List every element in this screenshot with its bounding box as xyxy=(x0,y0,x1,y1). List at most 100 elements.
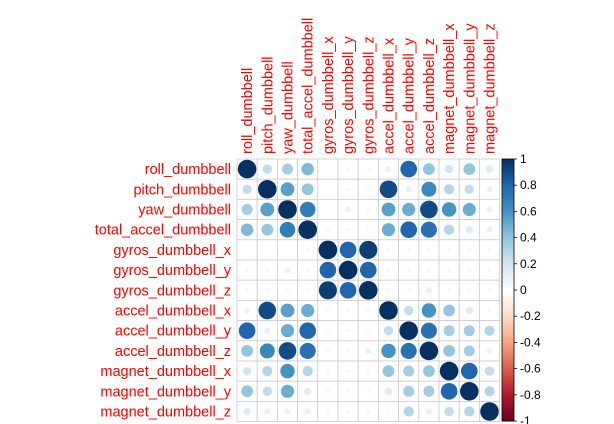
colorbar-segment xyxy=(502,163,514,166)
correlation-circle xyxy=(366,409,371,414)
colorbar-segment xyxy=(502,346,514,350)
colorbar-segment xyxy=(502,244,514,247)
correlation-circle xyxy=(487,288,492,293)
correlation-circle xyxy=(406,247,411,252)
correlation-circle xyxy=(386,288,391,293)
correlation-circle xyxy=(245,268,250,273)
correlation-circle xyxy=(366,227,371,232)
correlation-circle xyxy=(426,247,431,252)
colorbar-segment xyxy=(502,300,514,304)
correlation-circle xyxy=(381,223,396,237)
colorbar-tick-label: -0.4 xyxy=(520,335,541,349)
correlation-circle xyxy=(258,180,277,199)
colorbar-segment xyxy=(502,287,514,291)
colorbar-segment xyxy=(502,338,514,341)
colorbar-segment xyxy=(502,272,514,276)
colorbar-segment xyxy=(502,265,514,269)
correlation-circle xyxy=(403,385,415,397)
colorbar-segment xyxy=(502,167,514,171)
colorbar-segment xyxy=(502,318,514,321)
colorbar-segment xyxy=(502,259,514,263)
colorbar-segment xyxy=(502,316,514,319)
colorbar-segment xyxy=(502,414,514,418)
colorbar-segment xyxy=(502,233,514,236)
correlation-circle xyxy=(425,287,432,294)
correlation-circle xyxy=(301,303,315,318)
correlation-circle xyxy=(447,288,452,293)
colorbar-segment xyxy=(502,394,514,398)
correlation-circle xyxy=(366,308,371,313)
row-label: gyros_dumbbell_x xyxy=(113,243,231,259)
correlation-circle xyxy=(467,247,472,252)
colorbar-segment xyxy=(502,268,514,271)
colorbar-segment xyxy=(502,386,514,389)
row-label: accel_dumbbell_x xyxy=(115,304,232,320)
correlation-circle xyxy=(299,342,316,359)
correlation-circle xyxy=(440,382,458,400)
correlation-circle xyxy=(484,325,495,336)
correlation-circle xyxy=(403,406,414,417)
correlation-circle xyxy=(346,369,351,374)
colorbar-segment xyxy=(502,174,514,177)
correlation-circle xyxy=(366,167,371,172)
correlation-circle xyxy=(264,408,271,415)
correlation-circle xyxy=(260,202,275,217)
colorbar: 1 0.8 0.6 0.4 0.2 0 -0.2 -0.4 -0.6 -0.8 -1 xyxy=(501,152,541,424)
correlation-circle xyxy=(386,247,391,252)
correlation-circle xyxy=(258,301,277,320)
colorbar-segment xyxy=(502,366,514,369)
correlation-circle xyxy=(447,268,452,273)
matrix-cell xyxy=(317,178,339,200)
correlation-circle xyxy=(278,200,297,219)
correlation-circle xyxy=(423,385,435,397)
colorbar-segment xyxy=(502,292,514,295)
correlation-circle xyxy=(259,343,275,359)
colorbar-segment xyxy=(502,364,514,367)
colorbar-segment xyxy=(502,211,514,214)
row-label: roll_dumbbell xyxy=(145,162,231,178)
correlation-circle xyxy=(406,268,411,273)
colorbar-segment xyxy=(502,169,514,173)
colorbar-segment xyxy=(502,372,514,376)
colorbar-segment xyxy=(502,281,514,284)
correlation-circle xyxy=(241,203,253,216)
correlation-circle xyxy=(281,163,294,175)
correlation-circle xyxy=(346,409,351,414)
correlation-circle xyxy=(464,184,474,194)
correlation-circle xyxy=(346,389,351,394)
correlation-circle xyxy=(443,325,455,337)
colorbar-segment xyxy=(502,296,514,300)
correlation-circle xyxy=(325,389,330,394)
correlation-circle xyxy=(439,361,459,381)
correlation-circle xyxy=(486,206,493,213)
colorbar-segment xyxy=(502,248,514,252)
correlation-circle xyxy=(486,347,493,354)
correlation-circle xyxy=(381,202,396,217)
colorbar-tick-label: -1 xyxy=(520,414,531,424)
column-label: accel_dumbbell_y xyxy=(402,37,418,154)
colorbar-segment xyxy=(502,403,514,407)
colorbar-segment xyxy=(502,396,514,400)
correlation-circle xyxy=(319,261,337,279)
correlation-circle xyxy=(262,164,272,174)
colorbar-tick-label: 0.2 xyxy=(520,257,537,271)
correlation-circle xyxy=(305,288,310,293)
colorbar-segment xyxy=(502,344,514,348)
correlation-circle xyxy=(242,366,252,376)
colorbar-segment xyxy=(502,388,514,391)
colorbar-segment xyxy=(502,257,514,260)
colorbar-segment xyxy=(502,209,514,212)
colorbar-segment xyxy=(502,416,514,420)
colorbar-segment xyxy=(502,359,514,363)
correlation-circle xyxy=(240,223,254,236)
colorbar-segment xyxy=(502,309,514,313)
correlation-circle xyxy=(484,386,495,397)
correlation-circle xyxy=(302,366,313,377)
correlation-circle xyxy=(462,202,476,217)
column-label: accel_dumbbell_x xyxy=(382,37,398,154)
colorbar-segment xyxy=(502,357,514,361)
colorbar-segment xyxy=(502,327,514,330)
colorbar-segment xyxy=(502,226,514,230)
correlation-circle xyxy=(403,365,415,377)
colorbar-segment xyxy=(502,270,514,273)
